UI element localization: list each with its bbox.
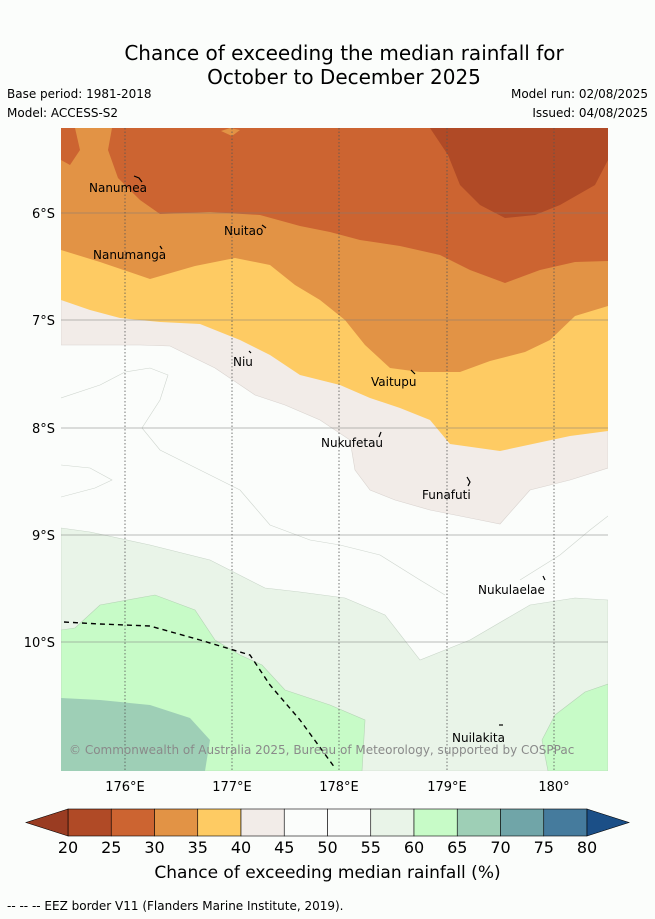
colorbar-tick-label: 80 [576, 838, 598, 857]
lat-tick-7s: 7°S [32, 314, 55, 329]
colorbar-tick-label: 50 [317, 838, 338, 857]
colorbar-tick-label: 65 [447, 838, 468, 857]
zone-65-70 [61, 698, 210, 771]
title-line-2: October to December 2025 [207, 65, 481, 89]
colorbar-tick-label: 30 [144, 838, 165, 857]
zone-60-65-east [541, 683, 608, 771]
contour-line-3 [519, 515, 608, 581]
contour-line [61, 367, 446, 596]
colorbar-over-arrow [586, 808, 630, 837]
map-title: Chance of exceeding the median rainfall … [0, 41, 655, 89]
place-nukufetau: Nukufetau [321, 436, 383, 450]
colorbar-tick-label: 60 [403, 838, 425, 857]
rainfall-map [61, 128, 608, 771]
place-nanumea: Nanumea [89, 181, 147, 195]
colorbar-tick-label: 55 [360, 838, 381, 857]
place-niu: Niu [233, 355, 253, 369]
place-nanumanga: Nanumanga [93, 248, 166, 262]
colorbar-tick-label: 45 [274, 838, 295, 857]
colorbar-segment [240, 808, 285, 837]
colorbar-segment [413, 808, 458, 837]
islands [133, 175, 546, 726]
colorbar-segment [456, 808, 501, 837]
colorbar-tick-label: 70 [490, 838, 511, 857]
lon-tick-177e: 177°E [212, 780, 252, 795]
lon-tick-180: 180° [538, 780, 569, 795]
eez-border [63, 621, 336, 769]
place-nuilakita: Nuilakita [452, 731, 505, 745]
eez-note: -- -- -- EEZ border V11 (Flanders Marine… [7, 899, 344, 913]
colorbar-segment [327, 808, 372, 837]
copyright-notice: © Commonwealth of Australia 2025, Bureau… [69, 743, 574, 757]
base-period: Base period: 1981-2018 [7, 87, 152, 101]
colorbar-segment [197, 808, 242, 837]
colorbar-segment [110, 808, 155, 837]
zone-25-30-nw [61, 128, 80, 165]
colorbar-tick-label: 35 [187, 838, 208, 857]
colorbar-under-arrow [25, 808, 69, 837]
zone-patch-top [221, 128, 240, 136]
colorbar-tick-label: 25 [101, 838, 122, 857]
colorbar-tick-label: 75 [533, 838, 554, 857]
issued-date: Issued: 04/08/2025 [532, 106, 648, 120]
colorbar-segment [283, 808, 328, 837]
lon-tick-179e: 179°E [427, 780, 467, 795]
title-line-1: Chance of exceeding the median rainfall … [124, 41, 564, 65]
colorbar-title: Chance of exceeding median rainfall (%) [154, 863, 501, 883]
place-nukulaelae: Nukulaelae [478, 583, 545, 597]
colorbar [25, 808, 630, 837]
colorbar-segment [543, 808, 588, 837]
lat-tick-8s: 8°S [32, 422, 55, 437]
place-funafuti: Funafuti [422, 488, 471, 502]
lat-tick-10s: 10°S [24, 636, 55, 651]
contour-line-2 [61, 464, 113, 498]
colorbar-tick-label: 40 [230, 838, 252, 857]
model-name: Model: ACCESS-S2 [7, 106, 119, 120]
meridians [124, 128, 555, 771]
lon-tick-176e: 176°E [105, 780, 145, 795]
model-run: Model run: 02/08/2025 [510, 87, 648, 101]
place-nuitao: Nuitao [224, 224, 263, 238]
colorbar-tick-label: 20 [57, 838, 79, 857]
lon-tick-178e: 178°E [319, 780, 359, 795]
lat-tick-6s: 6°S [32, 207, 55, 222]
colorbar-segment [154, 808, 199, 837]
colorbar-segment [500, 808, 545, 837]
colorbar-segment [370, 808, 415, 837]
colorbar-segment [67, 808, 112, 837]
lat-tick-9s: 9°S [32, 529, 55, 544]
zone-20-25 [430, 128, 608, 218]
gridlines [61, 212, 608, 643]
place-vaitupu: Vaitupu [371, 375, 417, 389]
